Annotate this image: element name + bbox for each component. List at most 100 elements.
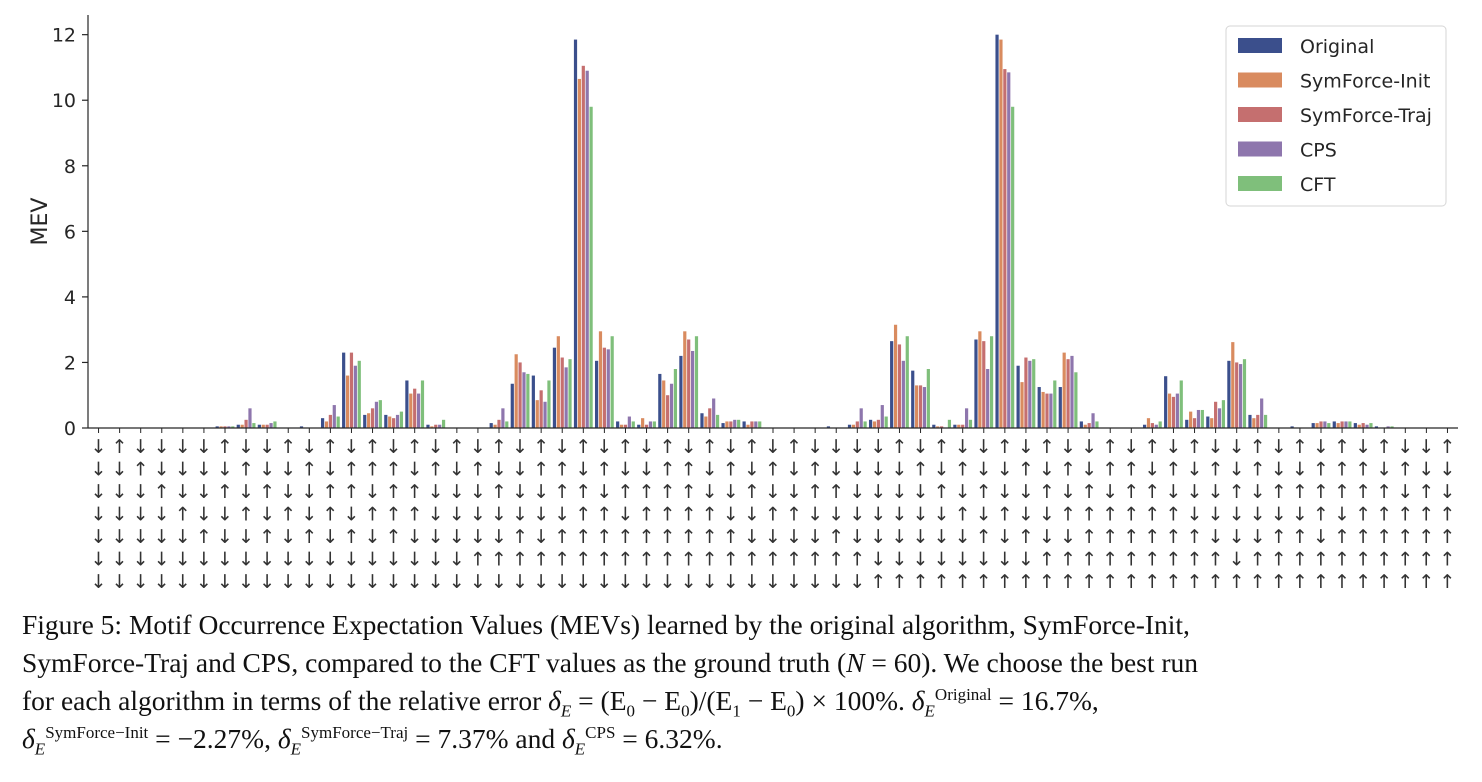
bar-symforce-init xyxy=(261,424,265,428)
bar-symforce-traj xyxy=(1066,359,1070,428)
x-tick-label: ↑ ↓ ↓ ↓ ↑ ↑ ↑ xyxy=(1187,436,1203,593)
motif-arrow-labels: ↓ ↓ ↓ ↓ ↓ ↓ ↓ ↑ ↓ ↓ ↓ ↓ ↓ ↓ ↓ ↑ ↓ ↓ ↓ ↓ ↓ ↓ ↓ ↑ ↓ ↓ ↓ ↓ ↓ ↓ ↓ ↑ ↓ ↓ ↓ ↓ ↓ ↓ ↓ ↑… xyxy=(91,436,1456,593)
bar-cps xyxy=(1049,393,1053,428)
bar-cft xyxy=(989,336,994,428)
bar-symforce-traj xyxy=(434,424,438,428)
bar-cft xyxy=(1369,423,1373,428)
caption-line-4: δESymForce−Init = −2.27%, δESymForce−Tra… xyxy=(22,722,723,759)
bar-symforce-init xyxy=(662,380,666,428)
caption-line-2: SymForce-Traj and CPS, compared to the C… xyxy=(22,647,1199,678)
bar-cft xyxy=(547,380,551,428)
bar-original xyxy=(384,414,388,428)
x-tick-label: ↓ ↑ ↑ ↑ ↑ ↑ ↑ xyxy=(1355,436,1371,593)
bar-symforce-init xyxy=(683,331,687,428)
bar-cps xyxy=(669,383,674,428)
bar-cft xyxy=(1074,372,1078,428)
bar-symforce-init xyxy=(1336,423,1340,428)
bar-cft xyxy=(1158,421,1162,428)
bar-symforce-traj xyxy=(602,347,606,428)
bar-cps xyxy=(374,401,379,428)
bar-symforce-init xyxy=(1083,424,1087,428)
bar-original xyxy=(299,426,304,428)
bar-symforce-traj xyxy=(1045,393,1049,428)
bar-symforce-init xyxy=(1315,423,1319,428)
bar-symforce-init xyxy=(514,354,518,428)
bar-original xyxy=(363,414,367,428)
x-tick-label: ↑ ↓ ↓ ↑ ↓ ↓ ↓ xyxy=(280,436,296,593)
bar-symforce-traj xyxy=(539,390,543,428)
bar-cps xyxy=(690,350,695,428)
x-tick-label: ↑ ↓ ↑ ↑ ↓ ↓ ↓ xyxy=(407,436,423,593)
bar-cps xyxy=(564,367,568,428)
x-tick-label: ↑ ↓ ↑ ↑ ↑ ↑ ↑ xyxy=(1144,436,1160,593)
bar-cft xyxy=(589,106,593,428)
legend-entry: CPS xyxy=(1300,140,1337,162)
bar-original xyxy=(1206,416,1210,428)
legend-frame xyxy=(1225,25,1447,207)
y-tick-label: 6 xyxy=(64,221,76,243)
bar-symforce-traj xyxy=(940,426,944,428)
x-tick-label: ↓ ↑ ↑ ↑ ↓ ↑ ↑ xyxy=(1313,436,1329,593)
bar-original xyxy=(342,352,346,428)
x-tick-label: ↑ ↓ ↓ ↓ ↓ ↓ ↓ xyxy=(449,436,465,593)
bar-cft xyxy=(1011,106,1015,428)
bar-symforce-init xyxy=(957,424,961,428)
legend-entry: CFT xyxy=(1300,174,1336,196)
bar-cft xyxy=(652,421,656,428)
bar-cft xyxy=(926,369,930,428)
figure-caption: Figure 5: Motif Occurrence Expectation V… xyxy=(22,606,1462,758)
bar-cft xyxy=(694,336,699,428)
x-tick-label: ↓ ↓ ↑ ↑ ↑ ↑ ↑ xyxy=(1081,436,1097,593)
bar-cps xyxy=(754,421,758,428)
bar-symforce-traj xyxy=(497,419,501,428)
bar-cft xyxy=(1390,426,1394,428)
bar-symforce-traj xyxy=(518,362,522,428)
bar-original xyxy=(953,424,957,428)
x-tick-label: ↑ ↑ ↑ ↓ ↑ ↑ ↑ xyxy=(1334,436,1350,593)
bar-original xyxy=(974,339,978,428)
bar-symforce-init xyxy=(409,393,413,428)
bar-original xyxy=(594,360,599,428)
x-tick-label: ↑ ↑ ↓ ↓ ↓ ↑ ↓ xyxy=(533,436,549,593)
x-tick-label: ↓ ↑ ↓ ↑ ↓ ↑ ↓ xyxy=(765,436,781,593)
x-tick-label: ↓ ↑ ↓ ↓ ↓ ↓ ↓ xyxy=(133,436,149,593)
bar-symforce-init xyxy=(619,424,624,428)
bar-symforce-init xyxy=(978,331,982,428)
bar-cft xyxy=(336,416,340,428)
bar-original xyxy=(552,347,557,428)
x-tick-label: ↑ ↓ ↓ ↑ ↓ ↓ ↑ xyxy=(997,436,1013,593)
bar-original xyxy=(911,370,915,428)
bar-original xyxy=(1374,426,1379,428)
legend-entry: Original xyxy=(1300,36,1374,58)
legend-swatch xyxy=(1238,107,1282,122)
bar-symforce-init xyxy=(1189,411,1193,428)
bar-cft xyxy=(1242,359,1247,428)
x-tick-label: ↑ ↓ ↑ ↑ ↑ ↑ ↓ xyxy=(575,436,591,593)
x-tick-label: ↑ ↓ ↑ ↓ ↓ ↑ ↑ xyxy=(1039,436,1055,593)
bar-cft xyxy=(420,380,425,428)
y-tick-label: 8 xyxy=(64,156,76,178)
bar-cps xyxy=(269,423,273,428)
bar-symforce-traj xyxy=(623,424,628,428)
bar-original xyxy=(700,413,704,428)
x-tick-label: ↓ ↑ ↑ ↑ ↑ ↓ ↓ xyxy=(386,436,402,593)
bar-symforce-traj xyxy=(370,408,375,428)
bar-cps xyxy=(1196,409,1201,428)
bar-symforce-traj xyxy=(666,395,670,428)
bar-symforce-init xyxy=(704,416,708,428)
bar-symforce-traj xyxy=(1256,414,1260,428)
bar-original xyxy=(1058,387,1062,428)
caption-line-3: for each algorithm in terms of the relat… xyxy=(22,684,1099,721)
bar-symforce-init xyxy=(240,424,244,428)
bar-cft xyxy=(441,419,446,428)
bar-cft xyxy=(1032,359,1036,428)
x-tick-label: ↑ ↓ ↑ ↑ ↑ ↑ ↑ xyxy=(1376,436,1392,593)
bar-cft xyxy=(378,400,382,428)
x-tick-label: ↑ ↓ ↓ ↓ ↓ ↓ ↓ xyxy=(112,436,128,593)
legend-swatch xyxy=(1238,141,1282,157)
bar-cft xyxy=(905,336,909,428)
bar-original xyxy=(1332,421,1336,428)
x-tick-label: ↑ ↓ ↑ ↑ ↓ ↓ ↓ xyxy=(322,436,338,593)
bar-original xyxy=(257,424,261,428)
